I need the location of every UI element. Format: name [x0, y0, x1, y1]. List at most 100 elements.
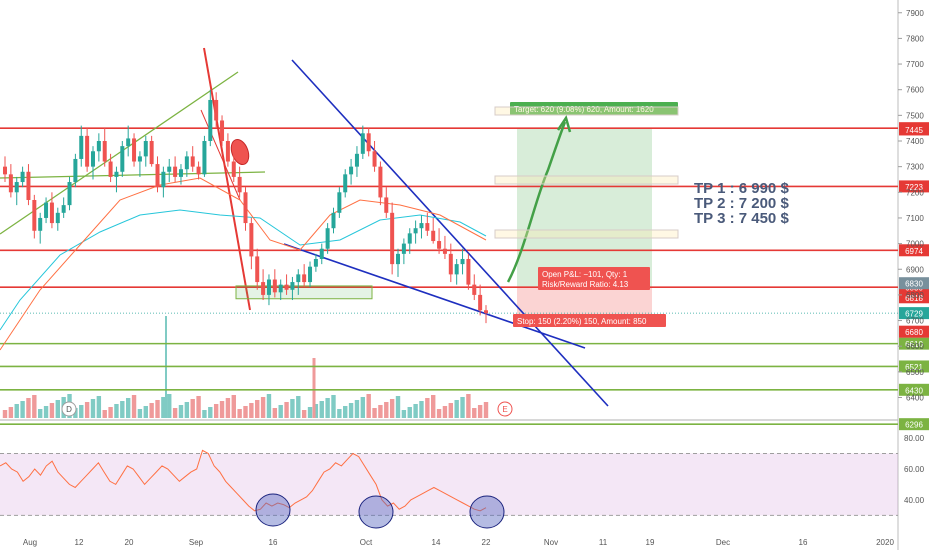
price-tag — [899, 244, 929, 257]
candle-body — [49, 202, 54, 224]
position-layer — [517, 128, 652, 326]
volume-bar — [296, 396, 301, 418]
candle-body — [178, 169, 183, 177]
volume-bar — [149, 403, 154, 418]
volume-bar — [272, 408, 278, 418]
moving-average-line — [0, 177, 487, 351]
moving-average-line — [0, 209, 487, 331]
pnl-label-box — [538, 267, 650, 290]
y-tick-label: 7500 — [906, 111, 924, 120]
volume-bar — [466, 394, 471, 418]
candle-body — [308, 266, 313, 283]
candle-body — [120, 146, 125, 172]
volume-layer — [2, 316, 489, 418]
price-tag-label: 6729 — [905, 310, 923, 319]
y-tick-label: 6400 — [906, 394, 924, 403]
candle-body — [407, 233, 412, 244]
stop-label-box — [513, 314, 666, 327]
rsi-y-tick-label: 80.00 — [904, 434, 925, 443]
candle-body — [208, 99, 213, 141]
x-tick-label: 11 — [599, 538, 608, 547]
x-tick-label: 12 — [75, 538, 84, 547]
volume-bar — [114, 404, 119, 418]
x-tick-label: 20 — [125, 538, 134, 547]
volume-bar — [384, 402, 389, 418]
candle-body — [425, 223, 430, 231]
volume-bar — [348, 403, 354, 418]
volume-bar — [26, 398, 31, 418]
candle-body — [337, 192, 342, 213]
volume-bar — [184, 402, 190, 418]
volume-bar — [278, 405, 283, 418]
volume-bar — [213, 404, 219, 418]
target-label-box — [510, 102, 678, 115]
candle-body — [237, 176, 242, 193]
candle-body — [484, 310, 488, 314]
x-tick-label: Oct — [360, 538, 373, 547]
volume-bar — [389, 399, 395, 418]
x-tick-label: Sep — [189, 538, 204, 547]
price-tag-label: 7223 — [905, 183, 923, 192]
volume-bar — [178, 405, 184, 418]
y-tick-label: 7400 — [906, 137, 924, 146]
y-tick-label: 7300 — [906, 163, 924, 172]
tp-zone-marker — [494, 229, 679, 239]
y-tick-label: 6700 — [906, 317, 924, 326]
tp-2-label: TP 2 : 7 200 $ — [694, 195, 789, 212]
candle-body — [14, 182, 19, 193]
event-marker-label: E — [502, 405, 507, 414]
trend-line — [200, 109, 241, 201]
volume-bar — [266, 394, 272, 418]
price-tag-label: 6818 — [905, 294, 923, 303]
volume-bar — [137, 409, 143, 418]
candle-body — [349, 166, 354, 175]
volume-bar — [84, 402, 90, 418]
x-tick-label: Dec — [716, 538, 730, 547]
volume-bar — [190, 399, 195, 418]
candle-body — [161, 171, 166, 188]
candle-body — [190, 156, 195, 167]
price-tag — [899, 418, 929, 431]
volume-bar — [8, 407, 14, 418]
y-tick-label: 7600 — [906, 86, 924, 95]
candle-body — [366, 133, 371, 152]
y-tick-label: 6500 — [906, 368, 924, 377]
target-zone — [517, 128, 652, 288]
candle-body — [220, 120, 225, 141]
candle-body — [184, 156, 189, 170]
candle-body — [437, 241, 442, 249]
volume-bar — [255, 400, 260, 418]
axis-layer: 6400 6500 6600 6700 6800 6900 7000 7100 7200 7300… — [23, 9, 925, 547]
candle-body — [466, 258, 471, 285]
candle-body — [472, 284, 477, 295]
volume-bar — [313, 404, 319, 418]
event-marker-label: D — [66, 405, 72, 414]
candle-body — [266, 279, 271, 295]
volume-bar — [354, 400, 360, 418]
candle-body — [44, 202, 49, 218]
candle-body — [442, 248, 447, 254]
candle-body — [167, 166, 172, 172]
candle-body — [126, 138, 131, 147]
candle-body — [202, 141, 207, 175]
volume-bar — [108, 407, 113, 418]
candle-body — [296, 274, 301, 283]
trend-line — [283, 243, 586, 349]
x-tick-label: 16 — [269, 538, 278, 547]
candle-body — [284, 284, 289, 290]
x-tick-label: 2020 — [876, 538, 894, 547]
candle-body — [290, 282, 295, 290]
volume-bar — [366, 394, 371, 418]
candle-body — [413, 228, 418, 234]
trend-line — [291, 59, 609, 407]
y-tick-label: 6600 — [906, 342, 924, 351]
volume-bar — [372, 408, 377, 418]
volume-bar — [120, 401, 125, 418]
rsi-divergence-circle — [469, 495, 505, 529]
candle-body — [114, 171, 119, 177]
volume-bar — [225, 398, 231, 418]
trend-layer — [0, 47, 609, 407]
